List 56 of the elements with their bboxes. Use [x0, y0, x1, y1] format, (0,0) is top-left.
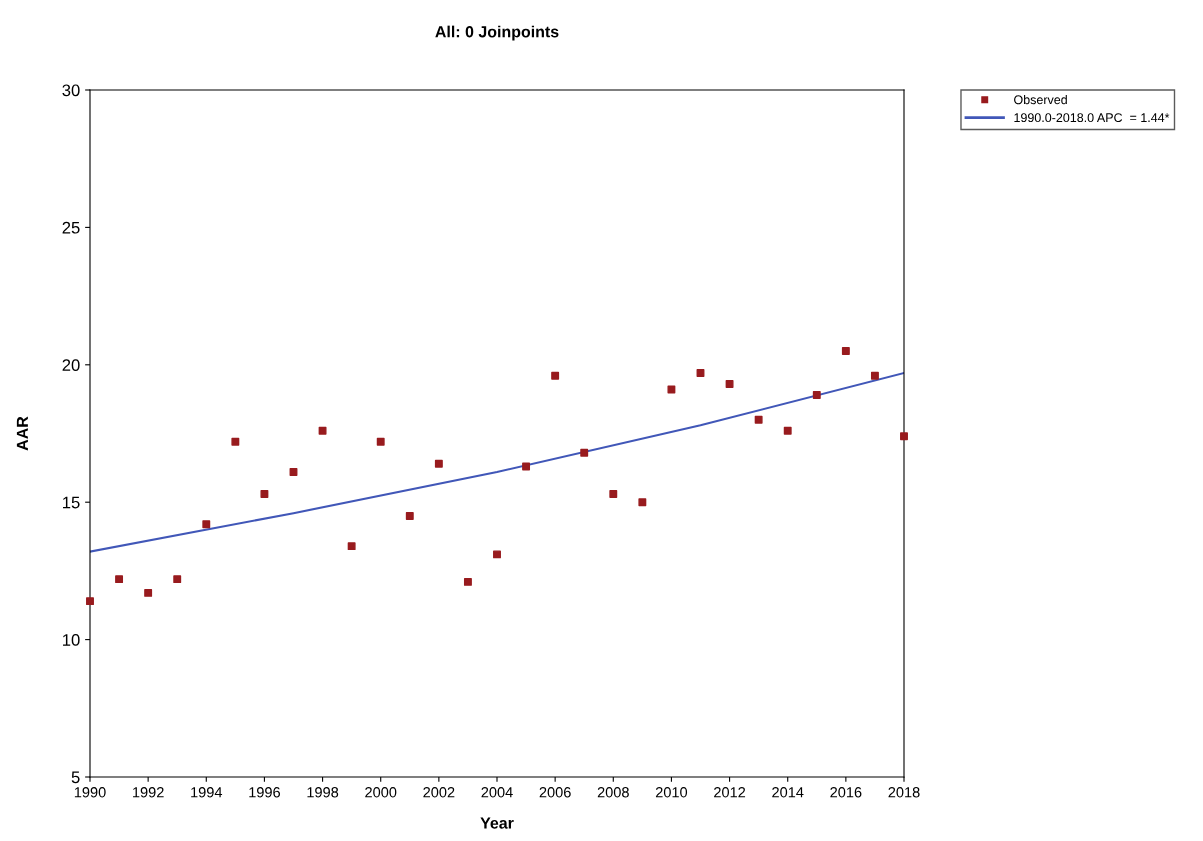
point [318, 426, 327, 435]
x-tick-label: 2006 [539, 787, 571, 798]
x-tick-label: 1998 [307, 787, 339, 798]
chart-title: All: 0 Joinpoints [435, 25, 559, 41]
y-tick-label: 25 [62, 221, 80, 234]
x-tick-label: 2008 [597, 787, 629, 798]
point [609, 490, 618, 498]
point [551, 371, 560, 380]
point [144, 588, 153, 597]
point [347, 542, 356, 551]
point [260, 490, 269, 498]
point [86, 597, 94, 606]
point [696, 369, 705, 377]
point [812, 391, 821, 399]
y-tick-label: 30 [62, 84, 80, 97]
point [870, 371, 879, 380]
x-tick-label: 2018 [888, 787, 920, 798]
point [580, 448, 589, 457]
x-tick-label: 2010 [655, 787, 688, 798]
point [754, 415, 763, 424]
point [725, 380, 734, 388]
point [289, 468, 298, 476]
y-tick-label: 5 [71, 771, 80, 784]
y-tick-label: 10 [63, 634, 80, 646]
x-axis-title: Year [480, 817, 514, 829]
x-tick-label: 1994 [191, 787, 223, 798]
legend-label: Observed [1014, 95, 1067, 105]
point [376, 437, 385, 446]
point [841, 347, 850, 356]
point [638, 498, 647, 507]
line-series [90, 372, 904, 553]
x-tick-label: 2000 [365, 787, 397, 798]
x-tick-label: 1992 [133, 787, 164, 798]
x-tick-label: 2002 [423, 787, 455, 798]
y-axis-title: AAR [16, 416, 28, 451]
x-tick-label: 2012 [714, 787, 746, 798]
point [522, 462, 531, 471]
x-tick-label: 2004 [481, 787, 513, 798]
x-tick-label: 2016 [830, 787, 862, 798]
point [231, 437, 240, 446]
x-tick-label: 1990 [74, 787, 106, 798]
point [173, 575, 182, 584]
point [434, 459, 443, 468]
point [667, 385, 676, 394]
y-tick-label: 20 [62, 359, 80, 371]
point [405, 511, 414, 520]
point [783, 426, 792, 435]
point [900, 432, 908, 441]
y-tick-label: 15 [63, 496, 80, 509]
point [202, 520, 211, 529]
point [493, 550, 501, 559]
legend-label: 1990.0-2018.0 APC = 1.44* [1014, 113, 1170, 123]
point [463, 577, 472, 586]
x-tick-label: 2014 [772, 787, 804, 798]
point [115, 575, 124, 584]
x-tick-label: 1996 [249, 787, 281, 798]
